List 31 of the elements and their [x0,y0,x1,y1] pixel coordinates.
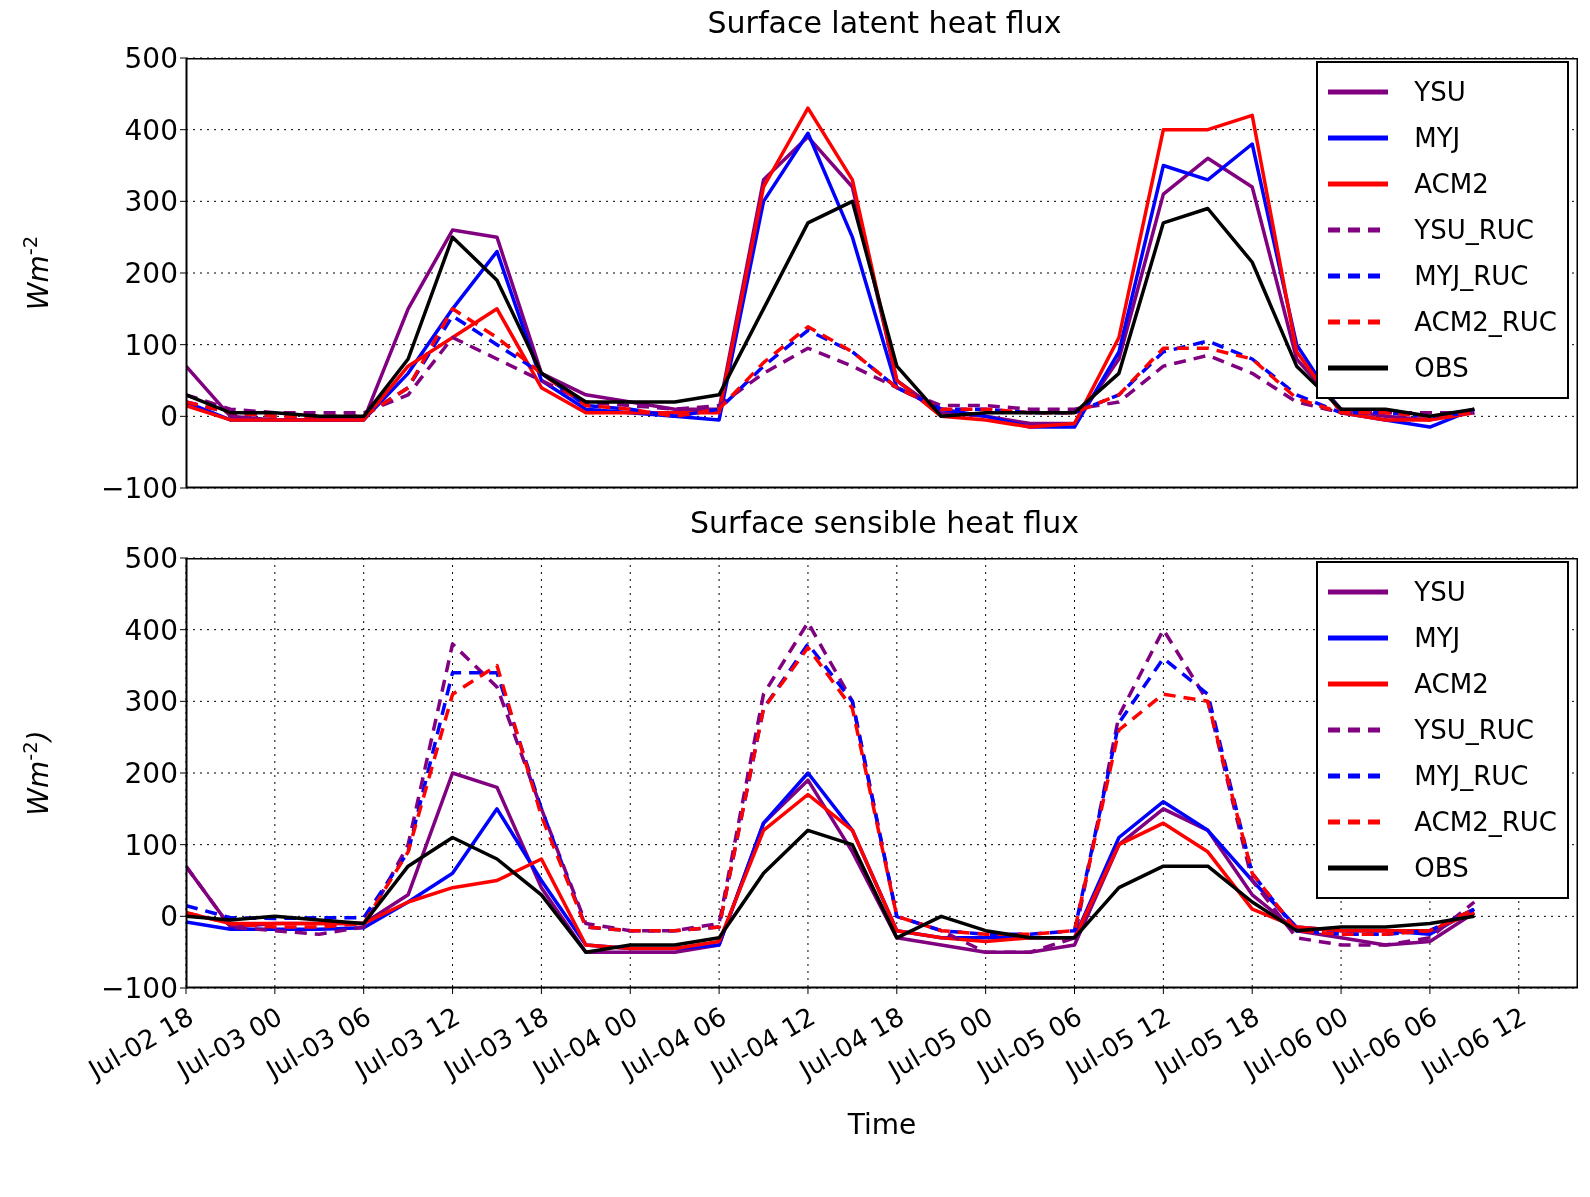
y-tick-label: 300 [124,185,178,219]
legend-label: ACM2_RUC [1414,307,1557,337]
legend-label: MYJ [1414,623,1461,653]
y-tick-label: 200 [124,256,178,290]
y-tick-label: −100 [101,471,178,505]
legend-label: OBS [1414,353,1469,383]
chart-title: Surface latent heat flux [706,5,1063,40]
legend-label: ACM2_RUC [1414,807,1557,837]
y-tick-label: 0 [160,900,178,934]
y-tick-label: 500 [124,41,178,75]
legend-label: YSU [1414,577,1466,607]
legend-label: YSU [1414,77,1466,107]
y-tick-label: 100 [124,328,178,362]
y-tick-label: 300 [124,685,178,719]
x-axis-title: Time [846,1108,917,1141]
y-tick-label: 200 [124,756,178,790]
legend-label: ACM2 [1414,169,1489,199]
legend-label: MYJ [1414,123,1461,153]
legend-label: YSU_RUC [1414,715,1534,745]
y-tick-label: 400 [124,113,178,147]
legend-label: OBS [1414,853,1469,883]
legend-label: MYJ_RUC [1414,261,1529,291]
chart-title: Surface sensible heat flux [688,505,1081,540]
legend-label: ACM2 [1414,669,1489,699]
legend-label: YSU_RUC [1414,215,1534,245]
y-tick-label: 400 [124,613,178,647]
y-tick-label: 0 [160,400,178,434]
legend-label: MYJ_RUC [1414,761,1529,791]
y-tick-label: 100 [124,828,178,862]
y-tick-label: −100 [101,971,178,1005]
y-tick-label: 500 [124,541,178,575]
